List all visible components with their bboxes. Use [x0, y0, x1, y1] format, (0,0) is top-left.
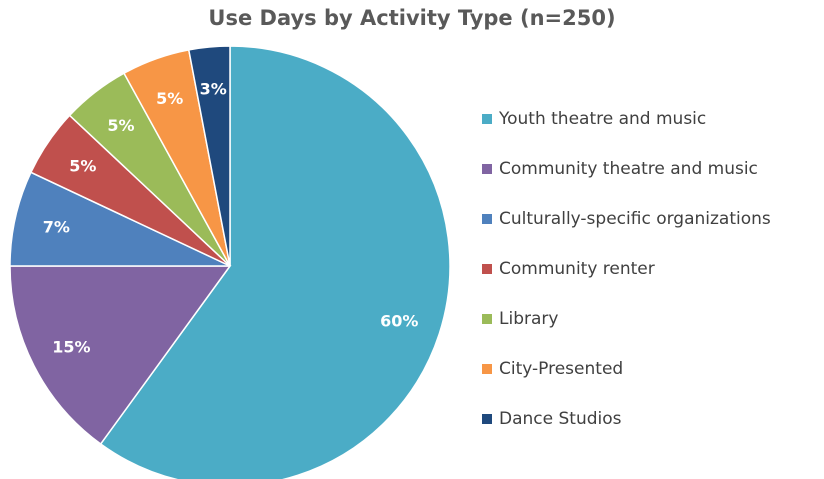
pie-slice-community-theatre-and-music [9, 265, 232, 446]
pie-slice-label-community-theatre-and-music: 15% [52, 337, 90, 356]
legend-swatch [482, 164, 492, 174]
pie-slice-dance-studios [187, 45, 231, 267]
chart-title: Use Days by Activity Type (n=250) [208, 6, 616, 30]
pie-slice-label-culturally-specific-organizations: 7% [43, 218, 70, 237]
legend-item-youth-theatre-and-music: Youth theatre and music [482, 94, 822, 144]
legend-label: Youth theatre and music [499, 109, 707, 129]
legend-item-city-presented: City-Presented [482, 344, 822, 394]
legend-label: Community theatre and music [499, 159, 758, 179]
legend-label: City-Presented [499, 359, 624, 379]
pie-slice-label-youth-theatre-and-music: 60% [380, 312, 418, 331]
legend-item-community-renter: Community renter [482, 244, 822, 294]
legend-item-library: Library [482, 294, 822, 344]
pie-slice-label-dance-studios: 3% [200, 79, 227, 98]
pie-slice-label-city-presented: 5% [156, 89, 183, 108]
legend-label: Dance Studios [499, 409, 622, 429]
legend-swatch [482, 414, 492, 424]
pie-slice-youth-theatre-and-music [99, 45, 451, 479]
pie-chart: 60% 15% 7% 5% 5% 5% 3% [9, 45, 451, 479]
legend-item-dance-studios: Dance Studios [482, 394, 822, 444]
chart-legend: Youth theatre and music Community theatre… [482, 94, 822, 444]
legend-item-community-theatre-and-music: Community theatre and music [482, 144, 822, 194]
legend-label: Library [499, 309, 559, 329]
pie-slice-label-community-renter: 5% [69, 156, 96, 175]
legend-swatch [482, 364, 492, 374]
pie-slice-label-library: 5% [107, 116, 134, 135]
legend-swatch [482, 314, 492, 324]
legend-swatch [482, 114, 492, 124]
legend-label: Community renter [499, 259, 655, 279]
legend-item-culturally-specific-organizations: Culturally-specific organizations [482, 194, 822, 244]
legend-swatch [482, 214, 492, 224]
legend-swatch [482, 264, 492, 274]
legend-label: Culturally-specific organizations [499, 209, 771, 229]
